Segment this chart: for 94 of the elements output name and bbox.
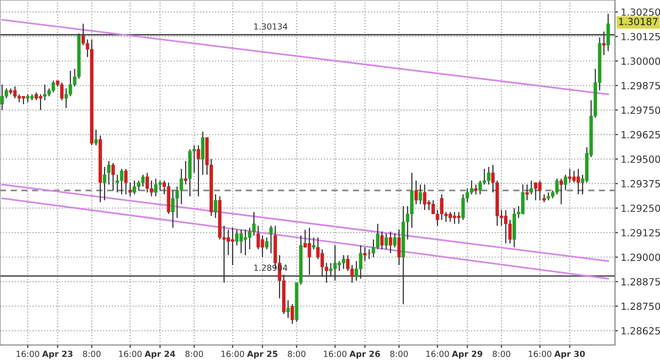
candlestick (107, 160, 111, 186)
candlestick (286, 300, 290, 318)
candlestick (180, 168, 184, 205)
x-tick-label: Apr 29 (452, 350, 482, 359)
candlestick (452, 211, 456, 224)
candlestick (312, 236, 316, 250)
candlestick (239, 229, 243, 254)
candlestick (388, 231, 392, 254)
candlestick (530, 180, 534, 195)
y-tick-label: 1.29500 (622, 156, 660, 163)
y-tick-label: 1.30250 (622, 8, 660, 16)
x-tick-label: Apr 26 (349, 350, 380, 359)
candlestick (52, 80, 56, 93)
candlestick (260, 235, 264, 258)
candlestick (486, 166, 490, 186)
candlestick (538, 180, 542, 201)
candlestick (102, 166, 106, 201)
candlestick (120, 168, 124, 195)
candlestick (308, 227, 312, 276)
candlestick (393, 233, 396, 248)
x-tick-label: 16:00 (324, 350, 346, 358)
text: 1.30187 (619, 18, 658, 26)
candlestick (124, 168, 128, 195)
candlestick (384, 233, 388, 250)
candlestick (235, 229, 239, 246)
x-tick-label: 16:00 (119, 350, 142, 358)
candlestick (132, 180, 136, 195)
candlestick (244, 229, 248, 256)
x-tick-label: 16:00 (528, 350, 552, 358)
x-tick-label: Apr 30 (554, 350, 585, 359)
candlestick (111, 162, 115, 191)
candlestick (560, 178, 563, 205)
candlestick (342, 254, 346, 270)
candlestick (184, 160, 188, 186)
y-tick-label: 1.29875 (622, 82, 660, 90)
candlestick (13, 86, 17, 99)
y-tick-label: 1.30000 (622, 57, 660, 65)
candlestick (534, 182, 538, 201)
candlestick (141, 174, 145, 188)
x-tick-label: 16:00 (426, 350, 449, 358)
candlestick (0, 84, 4, 111)
candlestick (474, 184, 478, 195)
candlestick (265, 236, 268, 250)
candlestick (116, 174, 120, 193)
candlestick (43, 84, 47, 101)
candlestick (128, 182, 132, 197)
candlestick (461, 194, 465, 220)
candlestick (606, 13, 610, 52)
candlestick (478, 180, 482, 195)
x-tick-label: 8:00 (288, 350, 306, 358)
y-tick-label: 1.28875 (622, 278, 660, 286)
candlestick (410, 172, 414, 228)
x-tick-label: 8:00 (492, 350, 510, 358)
y-tick-label: 1.29750 (622, 106, 660, 114)
candlestick (60, 82, 64, 101)
candlestick (470, 180, 474, 195)
candlestick (201, 131, 204, 176)
candlestick (333, 244, 337, 282)
candlestick (363, 246, 367, 262)
x-tick-label: 8:00 (82, 350, 101, 358)
candlestick (94, 129, 98, 146)
x-tick-label: Apr 23 (42, 350, 72, 359)
x-tick-label: 8:00 (390, 350, 408, 358)
x-tick-label: 16:00 (16, 350, 40, 358)
x-tick-label: 8:00 (185, 350, 203, 358)
candlestick (422, 184, 426, 211)
ref-line-label: 1.30134 (254, 23, 288, 30)
y-tick-label: 1.28625 (622, 327, 660, 335)
candlestick (64, 88, 68, 109)
candlestick (171, 190, 175, 228)
candlestick (230, 227, 234, 266)
candlestick (572, 170, 576, 184)
y-tick-label: 1.30125 (622, 32, 660, 40)
y-tick-label: 1.29375 (622, 180, 660, 188)
candlestick (418, 184, 422, 205)
y-tick-label: 1.29250 (622, 204, 660, 212)
candlestick (68, 70, 72, 97)
candlestick (414, 180, 418, 205)
x-tick-label: Apr 24 (144, 350, 176, 359)
candlestick (525, 184, 529, 201)
y-tick-label: 1.28750 (622, 302, 660, 310)
candlestick (196, 144, 200, 197)
candlestick (380, 231, 384, 250)
x-tick-label: 16:00 (222, 350, 244, 358)
candlestick (397, 229, 401, 266)
candlestick (38, 94, 42, 111)
x-tick-label: Apr 25 (247, 350, 278, 359)
candlestick (290, 304, 294, 324)
candlestick (358, 244, 362, 280)
candlestick (214, 194, 218, 218)
y-tick-label: 1.29625 (622, 131, 660, 138)
candlestick (602, 31, 606, 56)
y-tick-label: 1.29000 (622, 254, 660, 261)
y-tick-label: 1.29125 (622, 229, 660, 236)
